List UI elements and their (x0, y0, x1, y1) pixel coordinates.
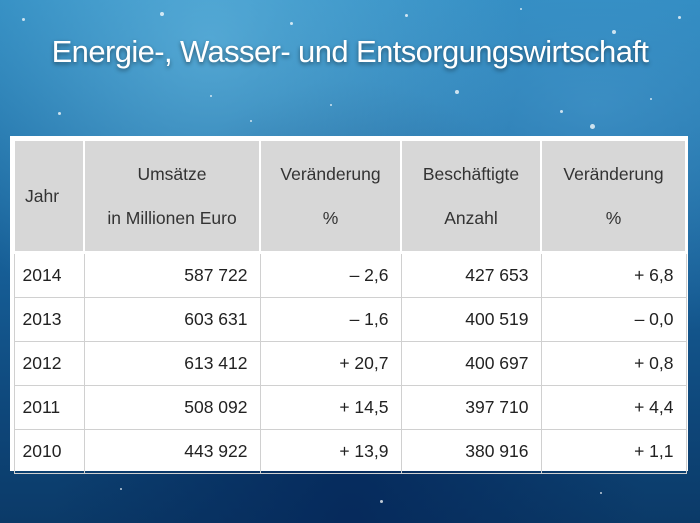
cell-employees: 400 697 (400, 341, 542, 386)
cell-employees-change: + 6,8 (540, 251, 687, 298)
cell-year: 2010 (13, 429, 85, 474)
cell-revenue: 508 092 (83, 385, 261, 430)
table-row: 2011 508 092 + 14,5 397 710 + 4,4 (13, 385, 687, 430)
cell-revenue: 443 922 (83, 429, 261, 474)
data-table: Jahr Umsätze in Millionen Euro Veränderu… (13, 139, 687, 474)
cell-year: 2011 (13, 385, 85, 430)
cell-employees-change: + 0,8 (540, 341, 687, 386)
cell-year: 2013 (13, 297, 85, 342)
slide-title: Energie-, Wasser- und Entsorgungswirtsch… (51, 34, 649, 69)
header-year: Jahr (13, 139, 85, 254)
cell-employees: 427 653 (400, 251, 542, 298)
cell-employees: 400 519 (400, 297, 542, 342)
cell-employees: 397 710 (400, 385, 542, 430)
table-row: 2014 587 722 – 2,6 427 653 + 6,8 (13, 251, 687, 298)
header-employees-change: Veränderung % (540, 139, 687, 254)
cell-year: 2012 (13, 341, 85, 386)
header-revenue-change: Veränderung % (259, 139, 402, 254)
header-employees: Beschäftigte Anzahl (400, 139, 542, 254)
cell-revenue: 603 631 (83, 297, 261, 342)
cell-employees: 380 916 (400, 429, 542, 474)
cell-employees-change: – 0,0 (540, 297, 687, 342)
header-revenue: Umsätze in Millionen Euro (83, 139, 261, 254)
table-header-row: Jahr Umsätze in Millionen Euro Veränderu… (13, 139, 687, 254)
cell-employees-change: + 1,1 (540, 429, 687, 474)
cell-revenue-change: + 20,7 (259, 341, 402, 386)
cell-revenue-change: + 13,9 (259, 429, 402, 474)
cell-year: 2014 (13, 251, 85, 298)
data-table-container: Jahr Umsätze in Millionen Euro Veränderu… (10, 136, 688, 474)
cell-revenue: 587 722 (83, 251, 261, 298)
cell-revenue: 613 412 (83, 341, 261, 386)
table-row: 2013 603 631 – 1,6 400 519 – 0,0 (13, 297, 687, 342)
cell-revenue-change: – 1,6 (259, 297, 402, 342)
table-row: 2010 443 922 + 13,9 380 916 + 1,1 (13, 429, 687, 474)
cell-revenue-change: – 2,6 (259, 251, 402, 298)
cell-employees-change: + 4,4 (540, 385, 687, 430)
table-row: 2012 613 412 + 20,7 400 697 + 0,8 (13, 341, 687, 386)
cell-revenue-change: + 14,5 (259, 385, 402, 430)
